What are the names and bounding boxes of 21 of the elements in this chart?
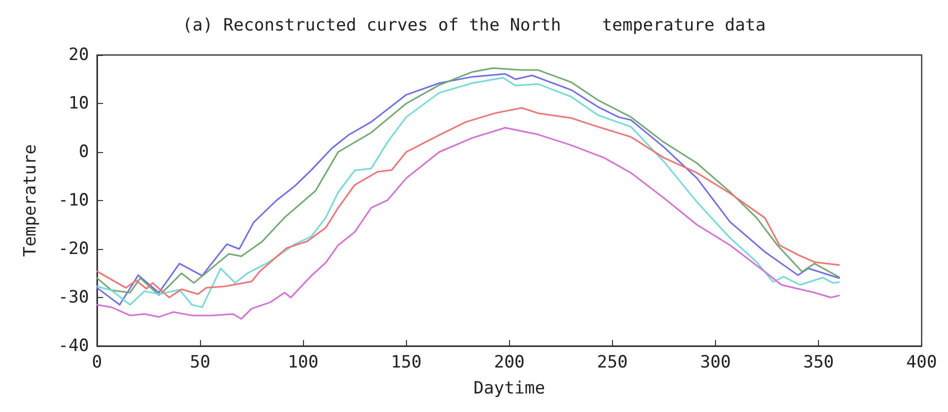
y-tick-label: -40 [58, 336, 89, 356]
chart-title: (a) Reconstructed curves of the North temperature data [182, 16, 766, 36]
x-tick-label: 100 [288, 352, 319, 372]
line-series [96, 107, 840, 298]
y-tick-label: -10 [58, 190, 89, 210]
x-tick-label: 50 [190, 352, 210, 372]
y-tick-label: 0 [78, 142, 89, 162]
y-tick-label: -30 [58, 288, 89, 308]
y-tick-label: 10 [68, 94, 89, 114]
x-tick-label: 300 [700, 352, 731, 372]
x-tick-label: 150 [390, 352, 422, 372]
x-tick-label: 250 [597, 352, 628, 372]
y-tick-label: 20 [68, 45, 89, 65]
line-series [96, 127, 840, 320]
x-tick-label: 200 [494, 352, 525, 372]
y-tick-label: -20 [58, 239, 89, 259]
y-axis-title: Temperature [20, 144, 40, 257]
x-tick-label: 0 [92, 352, 102, 372]
x-tick-label: 400 [906, 352, 938, 372]
x-tick-label: 350 [803, 352, 834, 372]
x-axis-title: Daytime [473, 378, 546, 398]
